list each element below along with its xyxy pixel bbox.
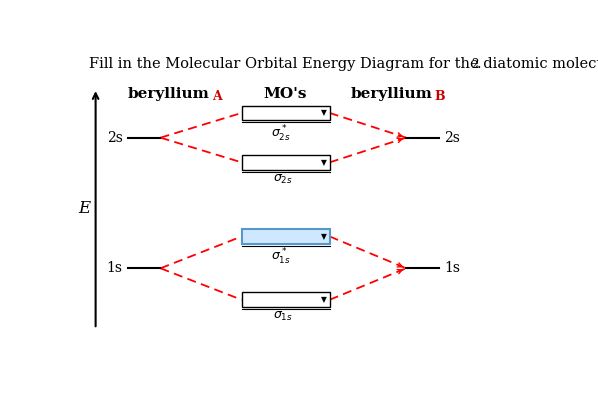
Bar: [242, 229, 329, 244]
Text: beryllium: beryllium: [350, 87, 432, 101]
Text: ▼: ▼: [321, 232, 327, 241]
Text: B: B: [434, 90, 445, 103]
Text: 2s: 2s: [106, 131, 123, 145]
Text: 2s: 2s: [444, 131, 460, 145]
Text: Fill in the Molecular Orbital Energy Diagram for the diatomic molecule Be: Fill in the Molecular Orbital Energy Dia…: [89, 57, 598, 71]
Text: ▼: ▼: [321, 295, 327, 304]
Text: $\sigma^*_{2s}$: $\sigma^*_{2s}$: [271, 124, 291, 144]
Text: ▼: ▼: [321, 108, 327, 117]
Bar: [242, 105, 329, 120]
Bar: [242, 292, 329, 307]
Bar: [242, 155, 329, 170]
Text: E: E: [78, 200, 90, 217]
Text: 1s: 1s: [106, 261, 123, 275]
Text: $\sigma_{1s}$: $\sigma_{1s}$: [273, 310, 293, 323]
Text: 1s: 1s: [444, 261, 460, 275]
Text: $\sigma^*_{1s}$: $\sigma^*_{1s}$: [271, 247, 291, 267]
Text: $\sigma_{2s}$: $\sigma_{2s}$: [273, 173, 293, 186]
Text: ▼: ▼: [321, 158, 327, 167]
Text: 2: 2: [471, 58, 478, 71]
Text: beryllium: beryllium: [128, 87, 210, 101]
Text: .: .: [477, 57, 481, 71]
Text: MO's: MO's: [264, 87, 307, 101]
Text: A: A: [212, 90, 222, 103]
